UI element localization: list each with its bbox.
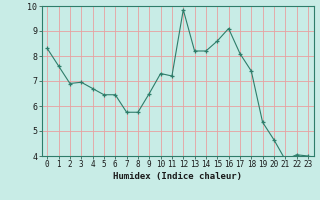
X-axis label: Humidex (Indice chaleur): Humidex (Indice chaleur) bbox=[113, 172, 242, 181]
